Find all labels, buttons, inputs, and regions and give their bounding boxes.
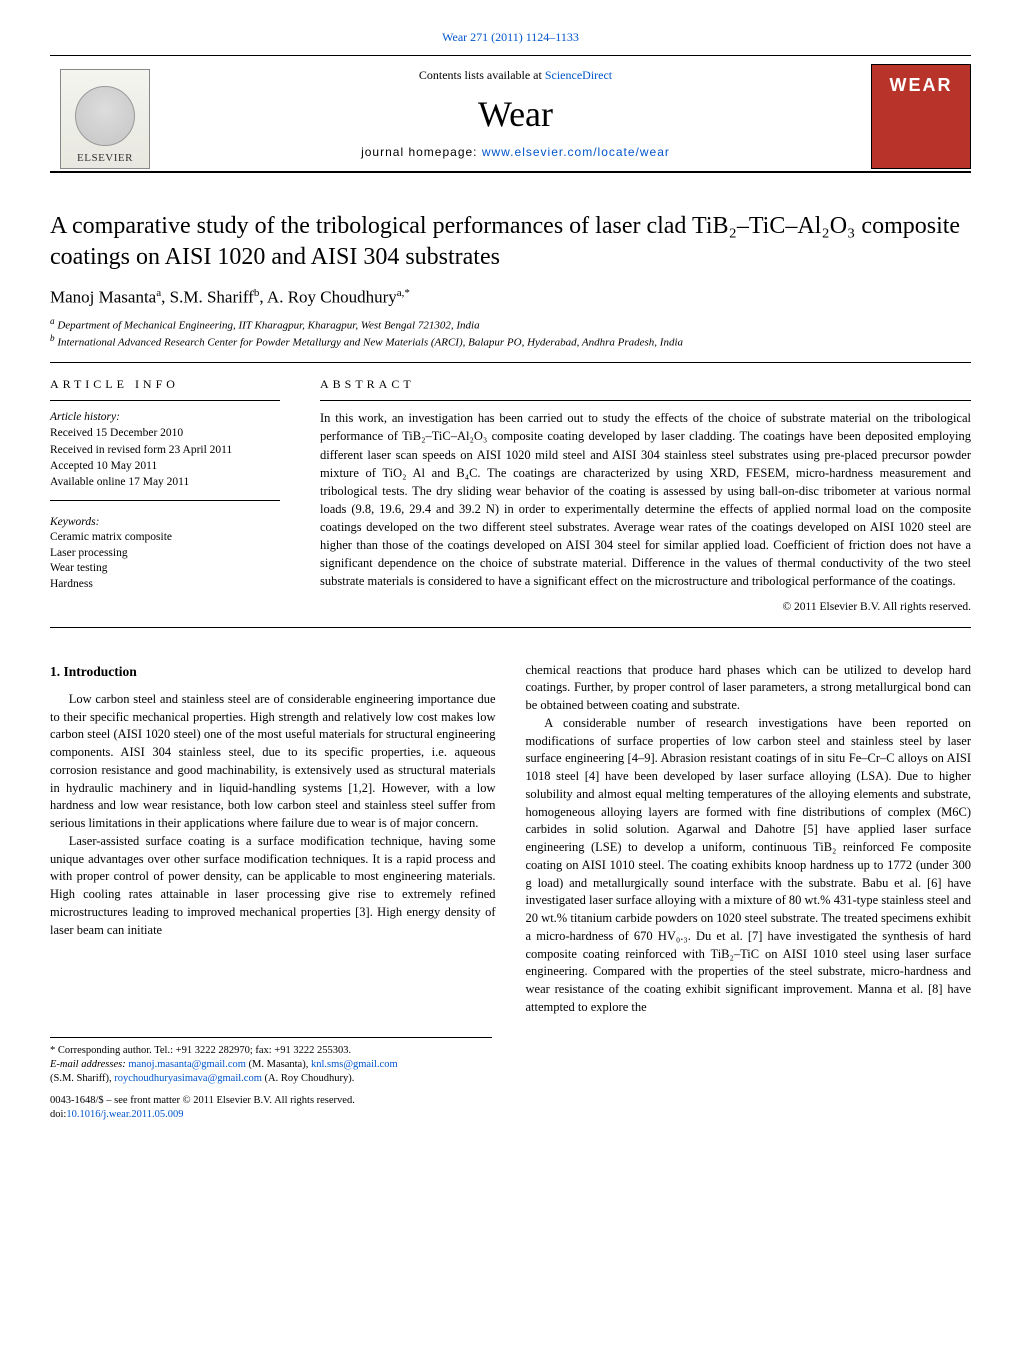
journal-cover-title: WEAR: [890, 75, 953, 96]
body-paragraph: A considerable number of research invest…: [526, 715, 972, 1017]
keyword: Wear testing: [50, 561, 280, 577]
title-block: A comparative study of the tribological …: [50, 211, 971, 348]
history-item: Received in revised form 23 April 2011: [50, 442, 280, 458]
history-label: Article history:: [50, 409, 280, 425]
homepage-prefix: journal homepage:: [361, 145, 482, 159]
keyword: Laser processing: [50, 546, 280, 562]
author-list: Manoj Masantaa, S.M. Shariffb, A. Roy Ch…: [50, 287, 971, 308]
keywords-block: Keywords: Ceramic matrix composite Laser…: [50, 515, 280, 593]
section-divider: [50, 362, 971, 363]
keywords-label: Keywords:: [50, 515, 280, 531]
email-link[interactable]: knl.sms@gmail.com: [311, 1059, 398, 1070]
elsevier-logo: ELSEVIER: [60, 69, 150, 169]
author-mark: a,*: [397, 287, 410, 299]
journal-name: Wear: [478, 93, 553, 135]
affiliation: b International Advanced Research Center…: [50, 333, 971, 349]
info-rule: [50, 500, 280, 501]
article-info-heading: article info: [50, 377, 280, 392]
front-matter-line: 0043-1648/$ – see front matter © 2011 El…: [50, 1094, 492, 1108]
history-item: Received 15 December 2010: [50, 425, 280, 441]
email-link[interactable]: roychoudhuryasimava@gmail.com: [114, 1073, 262, 1084]
article-info-column: article info Article history: Received 1…: [50, 377, 280, 612]
citation-link[interactable]: Wear 271 (2011) 1124–1133: [442, 30, 579, 44]
section-divider: [50, 627, 971, 628]
article-history: Article history: Received 15 December 20…: [50, 409, 280, 489]
keyword: Hardness: [50, 577, 280, 593]
journal-cover: WEAR: [871, 64, 971, 169]
contents-prefix: Contents lists available at: [419, 68, 545, 82]
elsevier-tree-icon: [75, 86, 135, 146]
doi-link[interactable]: 10.1016/j.wear.2011.05.009: [66, 1109, 183, 1120]
abstract-copyright: © 2011 Elsevier B.V. All rights reserved…: [320, 601, 971, 613]
email-who: (S.M. Shariff),: [50, 1073, 114, 1084]
author: Manoj Masanta: [50, 288, 156, 307]
corresponding-author: * Corresponding author. Tel.: +91 3222 2…: [50, 1044, 492, 1058]
email-who: (M. Masanta),: [246, 1059, 311, 1070]
author-mark: a: [156, 287, 161, 299]
email-line: E-mail addresses: manoj.masanta@gmail.co…: [50, 1058, 492, 1072]
author: A. Roy Choudhury: [267, 288, 397, 307]
affil-text: Department of Mechanical Engineering, II…: [57, 320, 479, 332]
doi-prefix: doi:: [50, 1109, 66, 1120]
doi-line: doi:10.1016/j.wear.2011.05.009: [50, 1108, 492, 1122]
abstract-text: In this work, an investigation has been …: [320, 409, 971, 590]
citation-line: Wear 271 (2011) 1124–1133: [50, 30, 971, 51]
body-col-left: 1. Introduction Low carbon steel and sta…: [50, 662, 496, 1017]
elsevier-text: ELSEVIER: [77, 152, 133, 164]
body-col-right: chemical reactions that produce hard pha…: [526, 662, 972, 1017]
banner-center: Contents lists available at ScienceDirec…: [160, 64, 871, 169]
email-link[interactable]: manoj.masanta@gmail.com: [128, 1059, 246, 1070]
article-title: A comparative study of the tribological …: [50, 211, 971, 273]
footnotes: * Corresponding author. Tel.: +91 3222 2…: [50, 1037, 492, 1123]
affiliation: a Department of Mechanical Engineering, …: [50, 316, 971, 332]
email-who: (A. Roy Choudhury).: [262, 1073, 354, 1084]
journal-homepage: journal homepage: www.elsevier.com/locat…: [361, 145, 670, 159]
affil-text: International Advanced Research Center f…: [57, 336, 683, 348]
email-line: (S.M. Shariff), roychoudhuryasimava@gmai…: [50, 1072, 492, 1086]
history-item: Accepted 10 May 2011: [50, 458, 280, 474]
info-rule: [50, 400, 280, 401]
journal-banner: ELSEVIER Contents lists available at Sci…: [50, 64, 971, 173]
section-heading: 1. Introduction: [50, 662, 496, 681]
body-paragraph: chemical reactions that produce hard pha…: [526, 662, 972, 715]
sciencedirect-link[interactable]: ScienceDirect: [545, 68, 612, 82]
contents-line: Contents lists available at ScienceDirec…: [419, 68, 612, 83]
affil-mark: b: [50, 333, 55, 343]
homepage-link[interactable]: www.elsevier.com/locate/wear: [482, 145, 670, 159]
body-paragraph: Laser-assisted surface coating is a surf…: [50, 833, 496, 940]
body-paragraph: Low carbon steel and stainless steel are…: [50, 691, 496, 833]
author-mark: b: [254, 287, 260, 299]
abstract-heading: abstract: [320, 377, 971, 392]
body-columns: 1. Introduction Low carbon steel and sta…: [50, 662, 971, 1017]
affil-mark: a: [50, 316, 55, 326]
abstract-column: abstract In this work, an investigation …: [320, 377, 971, 612]
publisher-block: ELSEVIER: [50, 64, 160, 169]
info-abstract-row: article info Article history: Received 1…: [50, 377, 971, 612]
abstract-rule: [320, 400, 971, 401]
emails-label: E-mail addresses:: [50, 1059, 128, 1070]
keyword: Ceramic matrix composite: [50, 530, 280, 546]
history-item: Available online 17 May 2011: [50, 474, 280, 490]
doi-block: 0043-1648/$ – see front matter © 2011 El…: [50, 1094, 492, 1122]
author: S.M. Shariff: [170, 288, 254, 307]
header-rule: [50, 55, 971, 56]
